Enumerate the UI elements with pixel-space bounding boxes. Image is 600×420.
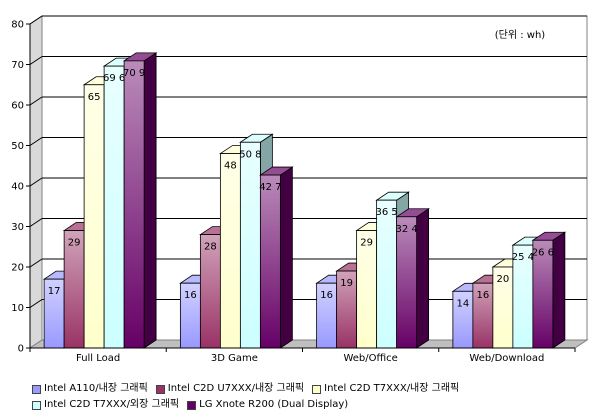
bar bbox=[259, 166, 294, 349]
x-tick-label: Web/Office bbox=[343, 353, 397, 364]
y-tick-label: 30 bbox=[11, 222, 24, 233]
data-label: 29 bbox=[360, 238, 373, 249]
data-label: 50 8 bbox=[239, 149, 261, 160]
legend-label: Intel C2D T7XXX/내장 그래픽 bbox=[324, 383, 460, 394]
x-tick-label: Full Load bbox=[76, 353, 120, 364]
legend-label: Intel C2D U7XXX/내장 그래픽 bbox=[167, 383, 305, 394]
gridline bbox=[29, 177, 43, 187]
x-tick-label: Web/Download bbox=[469, 353, 544, 364]
data-label: 69 6 bbox=[103, 73, 125, 84]
y-tick-label: 10 bbox=[11, 303, 24, 314]
legend-label: Intel C2D T7XXX/외장 그래픽 bbox=[44, 399, 180, 410]
legend-swatch bbox=[32, 400, 41, 410]
legend-swatch bbox=[312, 384, 322, 394]
bar-front bbox=[219, 153, 241, 349]
legend-row: Intel C2D T7XXX/외장 그래픽 LG Xnote R200 (Dua… bbox=[32, 397, 592, 413]
data-label: 16 bbox=[477, 290, 490, 301]
bar-side bbox=[279, 166, 293, 349]
gridline bbox=[29, 96, 43, 106]
bar-front bbox=[239, 141, 261, 349]
data-label: 16 bbox=[184, 290, 197, 301]
legend-swatch bbox=[187, 400, 197, 410]
data-label: 20 bbox=[497, 274, 510, 285]
gridline bbox=[29, 15, 43, 25]
legend-item: Intel C2D T7XXX/내장 그래픽 bbox=[312, 381, 459, 397]
bar-chart: 0 10 20 30 40 50 60 70 80 Full Load 3D Game Web/Of… bbox=[11, 15, 589, 364]
y-tick-label: 70 bbox=[11, 60, 24, 71]
x-tick-label: 3D Game bbox=[211, 353, 258, 364]
legend-label: Intel A110/내장 그래픽 bbox=[44, 383, 148, 394]
gridline bbox=[29, 218, 43, 227]
data-label: 17 bbox=[48, 286, 61, 297]
y-tick-label: 80 bbox=[11, 20, 24, 31]
legend-item: Intel C2D U7XXX/내장 그래픽 bbox=[155, 381, 305, 397]
bar-front bbox=[83, 84, 105, 349]
data-label: 70 9 bbox=[123, 68, 145, 79]
legend-swatch bbox=[155, 384, 165, 394]
unit-note: (단위 : wh) bbox=[495, 28, 546, 41]
legend-swatch bbox=[32, 384, 41, 394]
bar-side bbox=[143, 52, 157, 349]
data-label: 42 7 bbox=[259, 182, 281, 193]
bar-front bbox=[103, 65, 125, 349]
bar-front bbox=[396, 216, 418, 349]
bar bbox=[122, 52, 158, 349]
data-label: 25 4 bbox=[512, 252, 534, 263]
x-axis: Full Load 3D Game Web/Office Web/Download bbox=[29, 347, 576, 364]
data-label: 32 4 bbox=[395, 224, 417, 235]
bar bbox=[395, 208, 430, 349]
data-label: 26 6 bbox=[532, 247, 554, 258]
y-tick-label: 40 bbox=[11, 182, 24, 193]
data-label: 14 bbox=[457, 298, 470, 309]
data-label: 16 bbox=[320, 290, 333, 301]
y-tick-label: 0 bbox=[18, 344, 24, 355]
data-label: 29 bbox=[68, 238, 81, 249]
y-axis: 0 10 20 30 40 50 60 70 80 bbox=[11, 20, 31, 355]
y-tick-label: 20 bbox=[11, 263, 24, 274]
gridline bbox=[29, 299, 43, 308]
data-label: 65 bbox=[88, 92, 101, 103]
bar-front bbox=[259, 174, 281, 349]
legend-item: LG Xnote R200 (Dual Display) bbox=[187, 397, 348, 413]
y-tick-label: 60 bbox=[11, 101, 24, 112]
data-label: 28 bbox=[204, 242, 217, 253]
bar bbox=[531, 231, 567, 349]
legend-item: Intel A110/내장 그래픽 bbox=[32, 381, 148, 397]
bars bbox=[42, 52, 567, 349]
gridline bbox=[29, 258, 43, 268]
legend-row: Intel A110/내장 그래픽 Intel C2D U7XXX/내장 그래픽 I… bbox=[32, 381, 592, 397]
y-tick-label: 50 bbox=[11, 141, 24, 152]
bar-front bbox=[123, 60, 145, 349]
gridline bbox=[29, 137, 43, 146]
data-label: 19 bbox=[340, 278, 353, 289]
data-label: 48 bbox=[224, 161, 237, 172]
bar-side bbox=[416, 208, 430, 349]
legend: Intel A110/내장 그래픽 Intel C2D U7XXX/내장 그래픽 I… bbox=[32, 381, 592, 413]
data-label: 36 5 bbox=[375, 207, 397, 218]
bar-side bbox=[552, 231, 566, 349]
bar-front bbox=[376, 199, 398, 349]
legend-item: Intel C2D T7XXX/외장 그래픽 bbox=[32, 397, 179, 413]
gridline bbox=[29, 56, 43, 65]
legend-label: LG Xnote R200 (Dual Display) bbox=[199, 399, 349, 410]
